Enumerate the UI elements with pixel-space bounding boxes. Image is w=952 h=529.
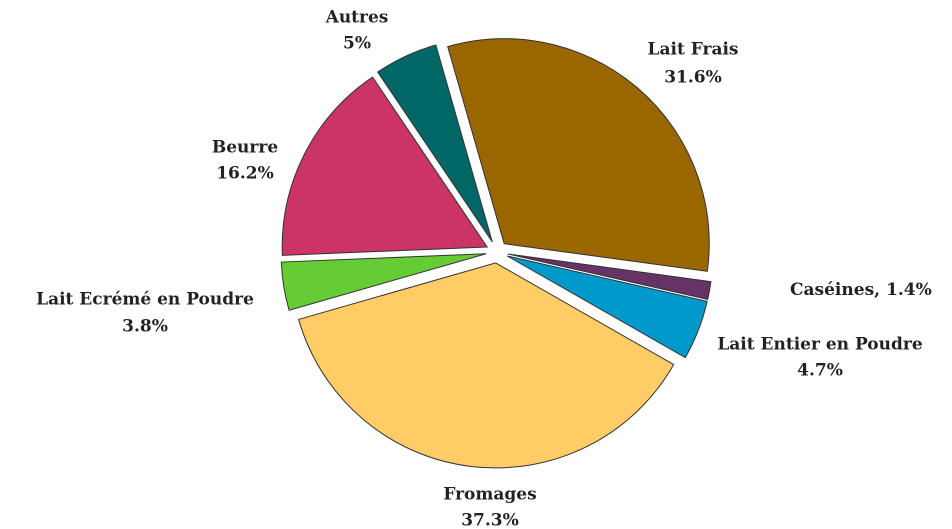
slice-value: 37.3%: [461, 511, 519, 529]
slice-value: 1.4%: [886, 280, 932, 300]
slice-name: Lait Frais: [648, 40, 739, 60]
slice-name: Beurre: [212, 138, 278, 158]
slice-name: Lait Entier en Poudre: [717, 335, 922, 355]
slice-name: Lait Ecrémé en Poudre: [36, 290, 254, 310]
pie-slice: [507, 253, 712, 300]
slice-value: 31.6%: [664, 68, 722, 88]
pie-slice: [507, 255, 708, 359]
slice-label: Caséines, 1.4%: [790, 280, 932, 300]
slice-value: 5%: [343, 34, 371, 54]
slice-name: Caséines,: [790, 280, 880, 300]
slice-name: Autres: [325, 8, 389, 28]
pie-slice: [298, 262, 675, 469]
pie-slice: [377, 44, 493, 243]
slice-name: Fromages: [443, 485, 536, 505]
slice-value: 4.7%: [797, 361, 843, 381]
pie-slice: [280, 253, 487, 311]
slice-value: 16.2%: [216, 164, 274, 184]
slice-value: 3.8%: [122, 317, 168, 337]
pie-slice: [281, 76, 489, 256]
pie-slice: [447, 38, 710, 272]
